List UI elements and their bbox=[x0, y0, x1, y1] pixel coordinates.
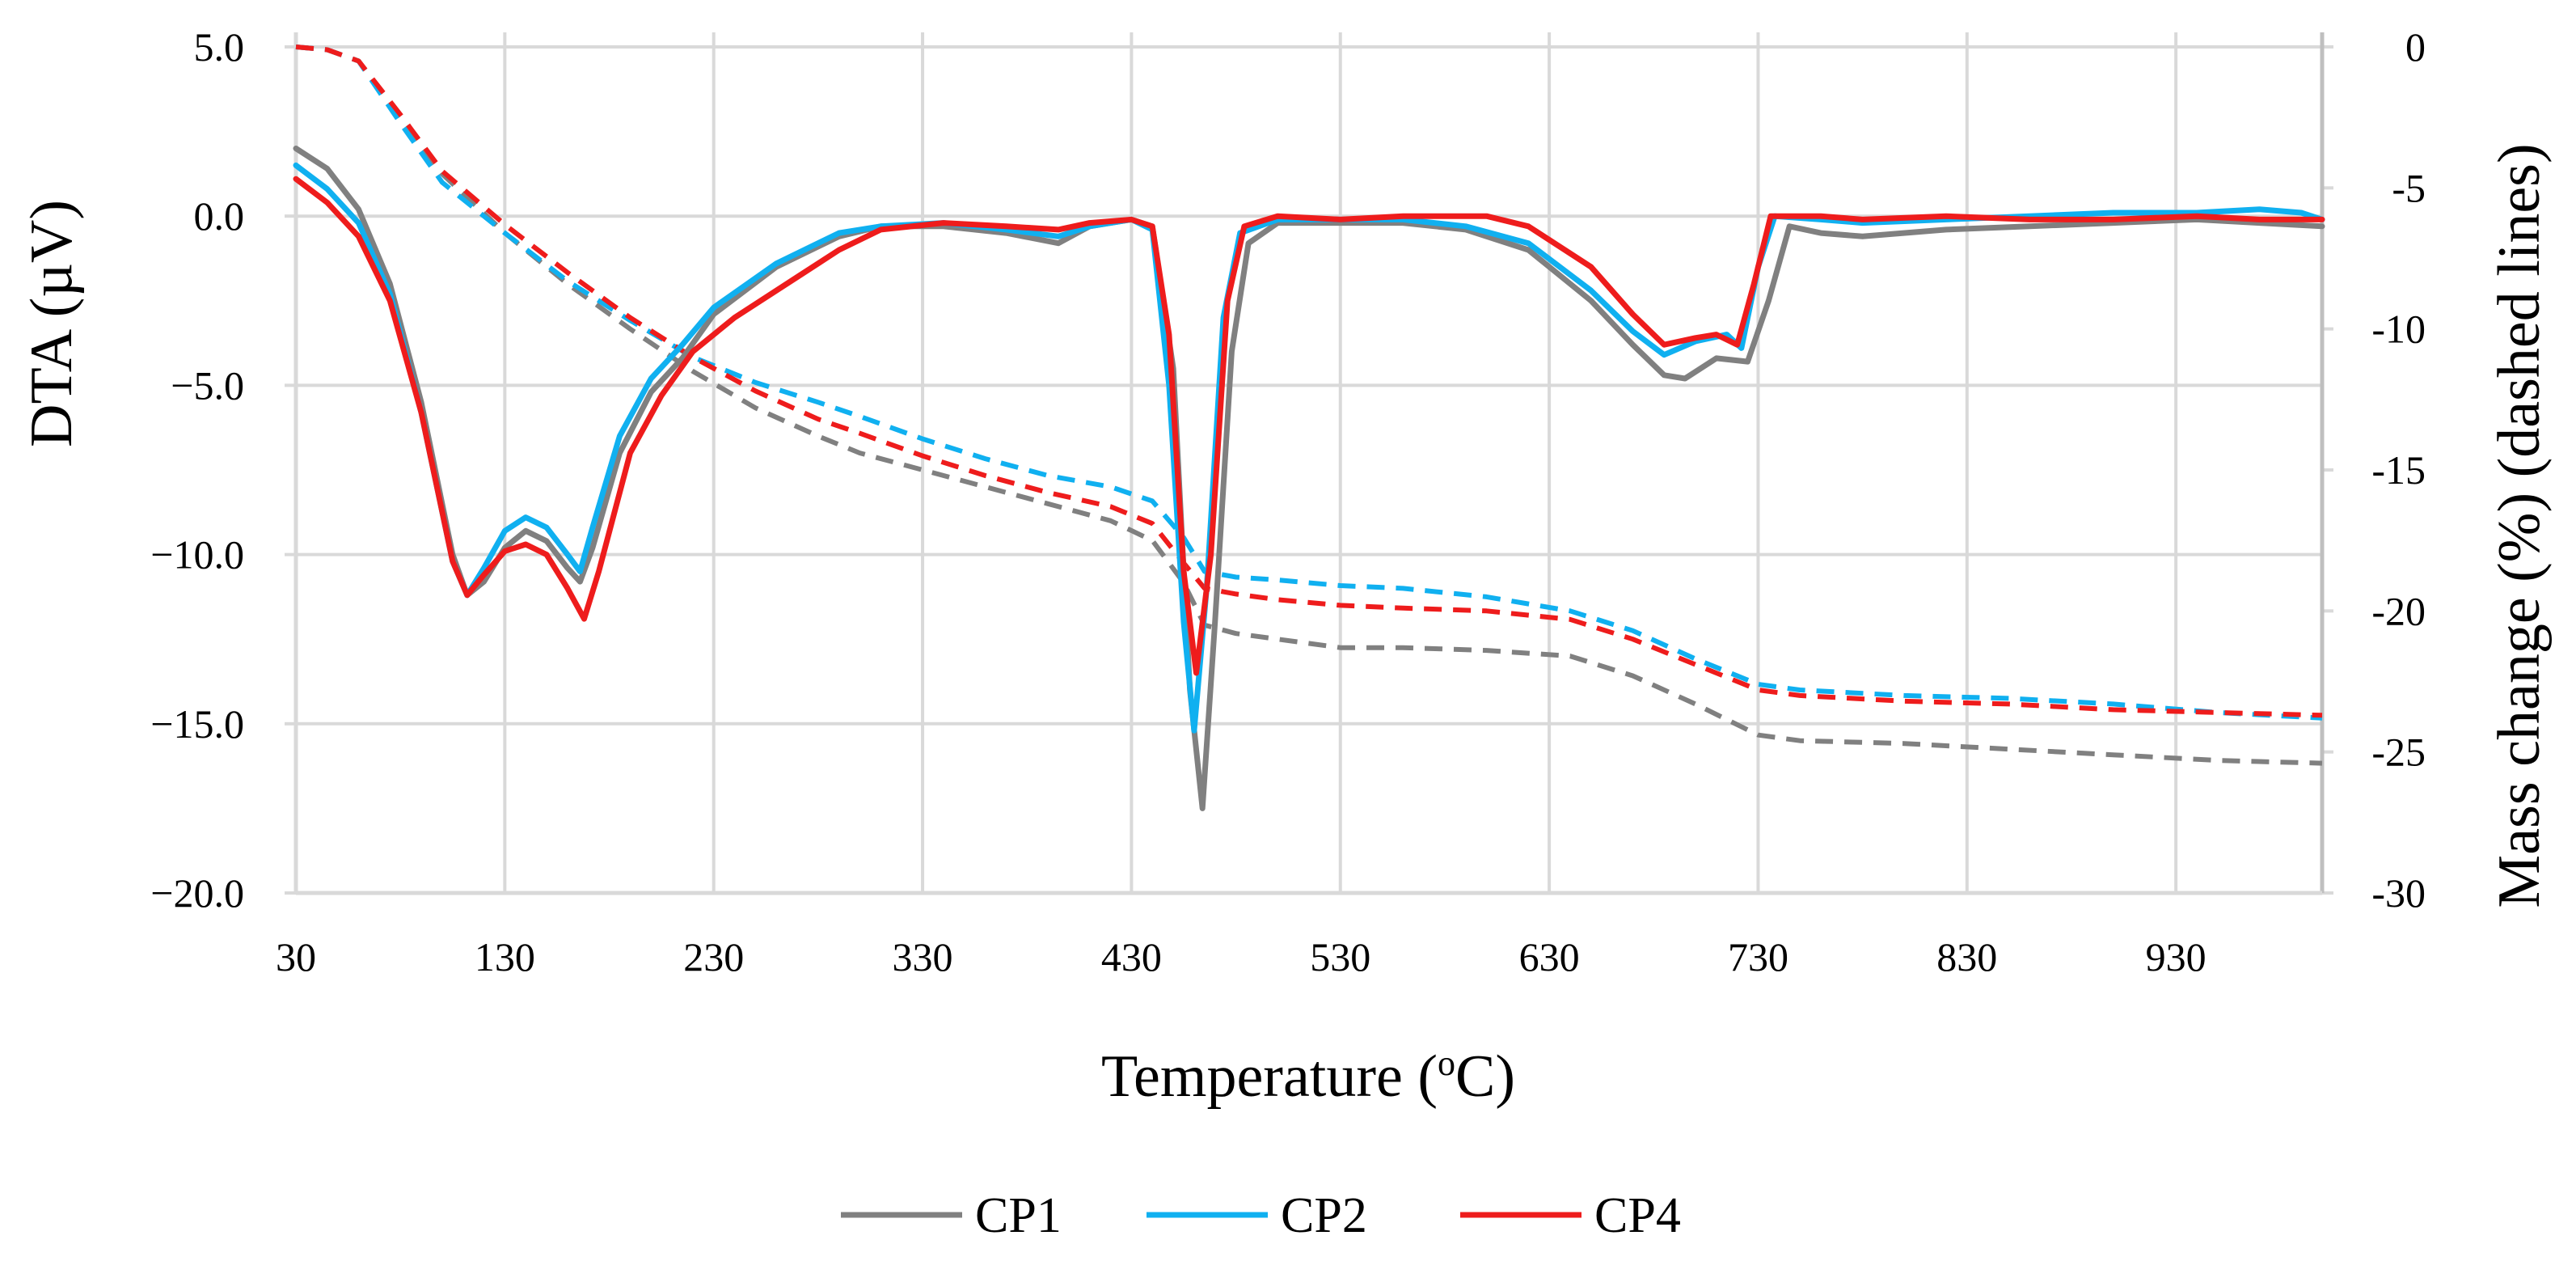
mass-line-cp4 bbox=[295, 44, 2323, 718]
x-axis-title-superscript: o bbox=[1438, 1043, 1455, 1083]
x-axis-title-unit: C) bbox=[1455, 1043, 1515, 1110]
x-tick-label: 230 bbox=[683, 934, 744, 980]
x-tick-label: 630 bbox=[1519, 934, 1580, 980]
x-tick-label: 430 bbox=[1101, 934, 1162, 980]
y-tick-label: −15.0 bbox=[150, 701, 244, 747]
x-tick-label: 30 bbox=[276, 934, 316, 980]
y2-axis-title: Mass change (%) (dashed lines) bbox=[2486, 143, 2553, 908]
y-axis-title: DTA (µV) bbox=[19, 200, 85, 447]
x-axis-title: Temperature (oC) bbox=[1101, 1043, 1515, 1110]
y2-tick-label: -10 bbox=[2371, 307, 2426, 352]
dta-line-cp4 bbox=[293, 176, 2325, 676]
y2-tick-label: -25 bbox=[2371, 730, 2426, 775]
x-tick-label: 130 bbox=[475, 934, 535, 980]
legend: CP1 CP2 CP4 bbox=[841, 1188, 1681, 1243]
legend-label-cp4: CP4 bbox=[1594, 1188, 1681, 1243]
series-layer bbox=[293, 44, 2325, 811]
mass-line-cp2 bbox=[295, 44, 2323, 721]
y-tick-label: −10.0 bbox=[150, 532, 244, 578]
legend-label-cp2: CP2 bbox=[1281, 1188, 1367, 1243]
x-axis-title-main: Temperature ( bbox=[1101, 1043, 1438, 1110]
y-tick-label: −20.0 bbox=[150, 870, 244, 916]
y2-tick-label: -5 bbox=[2392, 165, 2426, 210]
y2-tick-label: 0 bbox=[2405, 24, 2426, 70]
y2-tick-label: -20 bbox=[2371, 588, 2426, 633]
y-tick-label: 5.0 bbox=[194, 24, 245, 70]
x-tick-label: 330 bbox=[893, 934, 953, 980]
y2-tick-label: -15 bbox=[2371, 447, 2426, 493]
legend-label-cp1: CP1 bbox=[975, 1188, 1062, 1243]
y-tick-label: −5.0 bbox=[171, 362, 244, 408]
axes bbox=[285, 32, 2333, 895]
x-tick-label: 530 bbox=[1310, 934, 1370, 980]
x-tick-label: 730 bbox=[1728, 934, 1788, 980]
y2-tick-label: -30 bbox=[2371, 870, 2426, 916]
x-tick-label: 830 bbox=[1936, 934, 1997, 980]
tick-labels: 5.0 0.0 −5.0 −10.0 −15.0 −20.0 30 130 230 330 430 5… bbox=[150, 24, 2426, 980]
y-tick-label: 0.0 bbox=[194, 193, 245, 239]
x-tick-label: 930 bbox=[2146, 934, 2206, 980]
